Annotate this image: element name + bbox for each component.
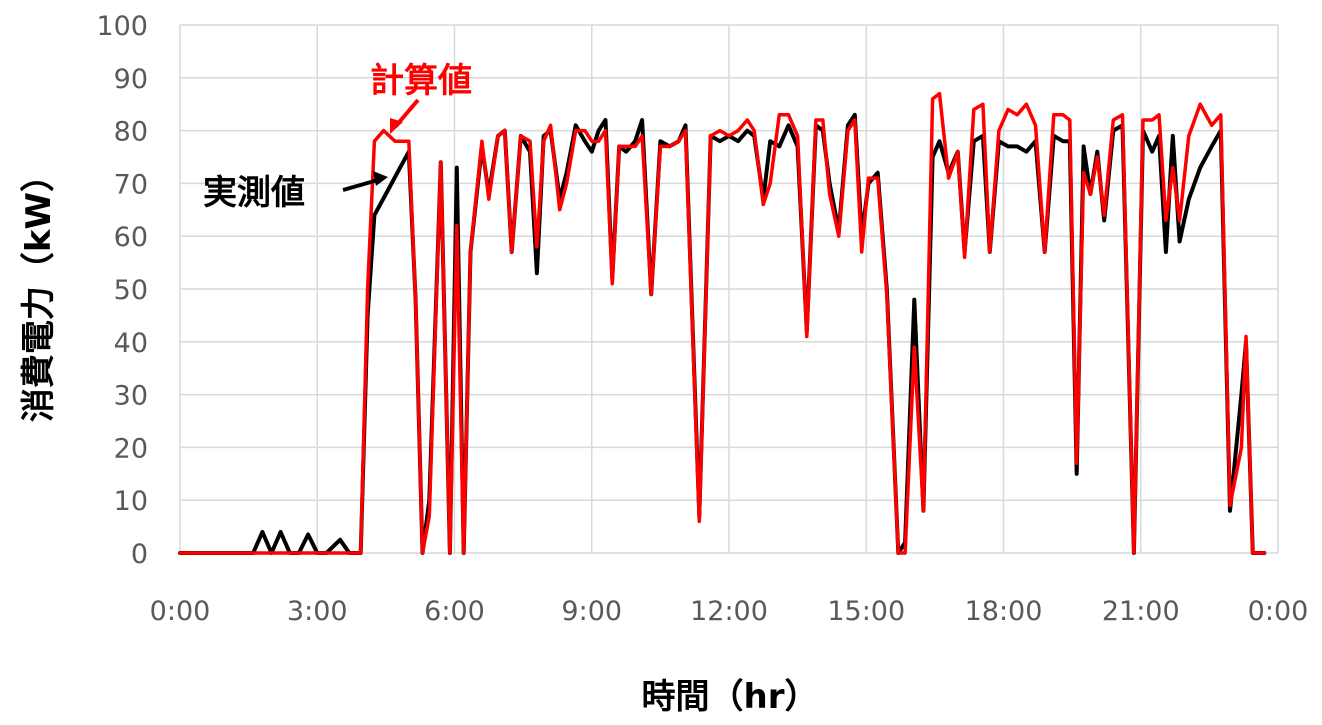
x-tick-label: 21:00: [1102, 596, 1180, 627]
y-tick-label: 100: [96, 11, 148, 42]
x-tick-label: 9:00: [561, 596, 622, 627]
x-tick-label: 15:00: [827, 596, 905, 627]
y-tick-label: 90: [114, 64, 148, 95]
annotation-measured-arrowhead: [373, 171, 388, 186]
y-tick-label: 30: [114, 381, 148, 412]
annotation-measured-arrow: [342, 178, 379, 192]
annotation-calculated-arrowhead: [390, 118, 403, 134]
series-line-calculated: [178, 91, 1267, 555]
gridlines: [179, 24, 1279, 554]
y-axis-title: 消費電力（kW）: [19, 158, 59, 422]
x-tick-label: 18:00: [965, 596, 1043, 627]
y-tick-label: 70: [114, 169, 148, 200]
x-axis-title: 時間（hr）: [642, 677, 819, 717]
series-lines: [178, 91, 1267, 555]
y-tick-label: 40: [114, 328, 148, 359]
x-tick-label: 12:00: [690, 596, 768, 627]
x-tick-label: 6:00: [424, 596, 485, 627]
annotation-measured: 実測値: [203, 171, 388, 213]
annotation-calculated: 計算値: [370, 61, 472, 134]
y-axis-tick-labels: 0 10 20 30 40 50 60 70 80 90 100: [96, 11, 148, 570]
x-tick-label: 0:00: [150, 596, 211, 627]
annotation-measured-label: 実測値: [203, 173, 305, 213]
y-tick-label: 0: [131, 539, 148, 570]
x-tick-label: 0:00: [1248, 596, 1309, 627]
x-axis-tick-labels: 0:00 3:00 6:00 9:00 12:00 15:00 18:00 21:00 0:00: [150, 596, 1309, 627]
annotation-calculated-label: 計算値: [370, 61, 472, 101]
y-tick-label: 10: [114, 486, 148, 517]
y-tick-label: 80: [114, 117, 148, 148]
y-tick-label: 20: [114, 433, 148, 464]
y-tick-label: 60: [114, 222, 148, 253]
x-tick-label: 3:00: [287, 596, 348, 627]
y-tick-label: 50: [114, 275, 148, 306]
